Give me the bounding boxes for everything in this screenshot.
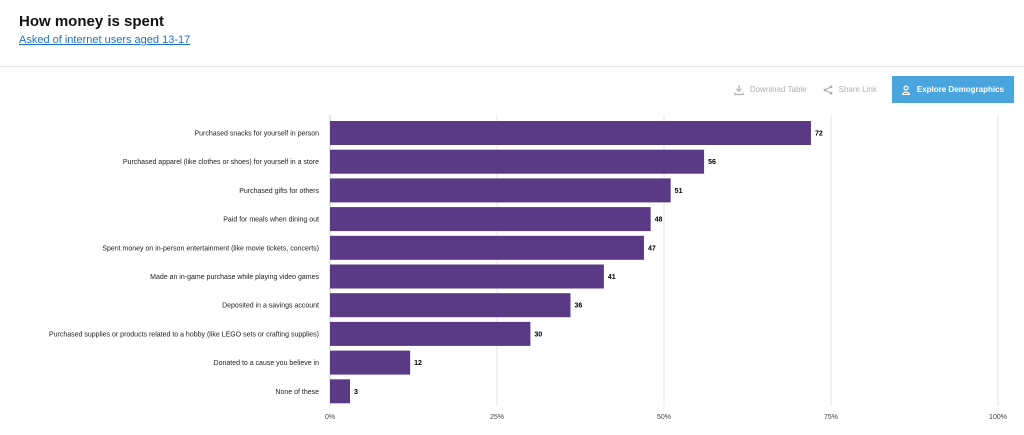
category-label: Purchased gifts for others (239, 188, 319, 195)
value-label: 3 (354, 389, 358, 396)
bar (330, 178, 671, 203)
category-label: None of these (275, 389, 319, 396)
category-label: Donated to a cause you believe in (214, 360, 320, 367)
x-tick-label: 25% (490, 414, 504, 421)
bar (330, 149, 705, 174)
category-label: Deposited in a savings account (222, 303, 319, 310)
value-label: 72 (815, 131, 823, 138)
explore-demographics-button[interactable]: Explore Demographics (891, 76, 1014, 103)
bar (330, 235, 644, 260)
value-label: 12 (414, 360, 422, 367)
value-label: 51 (675, 188, 683, 195)
toolbar: Download Table Share Link Explore Demogr… (733, 76, 1014, 103)
value-label: 41 (608, 274, 616, 281)
x-tick-label: 0% (325, 414, 335, 421)
chart-header: How money is spent Asked of internet use… (19, 12, 190, 47)
subtitle-link[interactable]: Asked of internet users aged 13-17 (19, 34, 191, 46)
download-table-button[interactable]: Download Table (733, 84, 807, 96)
bar (330, 293, 571, 318)
person-icon (901, 84, 911, 95)
header-divider (0, 66, 1024, 67)
category-label: Spent money on in-person entertainment (… (102, 245, 319, 252)
category-label: Paid for meals when dining out (223, 217, 319, 224)
category-label: Made an in-game purchase while playing v… (150, 274, 319, 281)
bar (330, 321, 531, 346)
bar (330, 379, 351, 404)
share-icon (822, 84, 834, 96)
bar (330, 207, 651, 232)
share-link-label: Share Link (838, 85, 877, 94)
category-label: Purchased supplies or products related t… (49, 331, 319, 338)
bar (330, 121, 811, 145)
category-label: Purchased snacks for yourself in person (194, 131, 319, 138)
bar (330, 264, 604, 289)
share-link-button[interactable]: Share Link (822, 84, 877, 96)
x-tick-label: 100% (989, 414, 1007, 421)
x-tick-label: 50% (657, 414, 671, 421)
bar (330, 350, 411, 375)
page-title: How money is spent (19, 13, 165, 30)
value-label: 56 (708, 159, 716, 166)
download-icon (733, 84, 745, 96)
explore-demographics-label: Explore Demographics (916, 85, 1004, 94)
value-label: 30 (534, 331, 542, 338)
value-label: 48 (655, 217, 663, 224)
value-label: 36 (574, 303, 582, 310)
x-tick-label: 75% (824, 414, 838, 421)
download-table-label: Download Table (749, 85, 807, 94)
value-label: 47 (648, 245, 656, 252)
category-label: Purchased apparel (like clothes or shoes… (123, 159, 319, 166)
